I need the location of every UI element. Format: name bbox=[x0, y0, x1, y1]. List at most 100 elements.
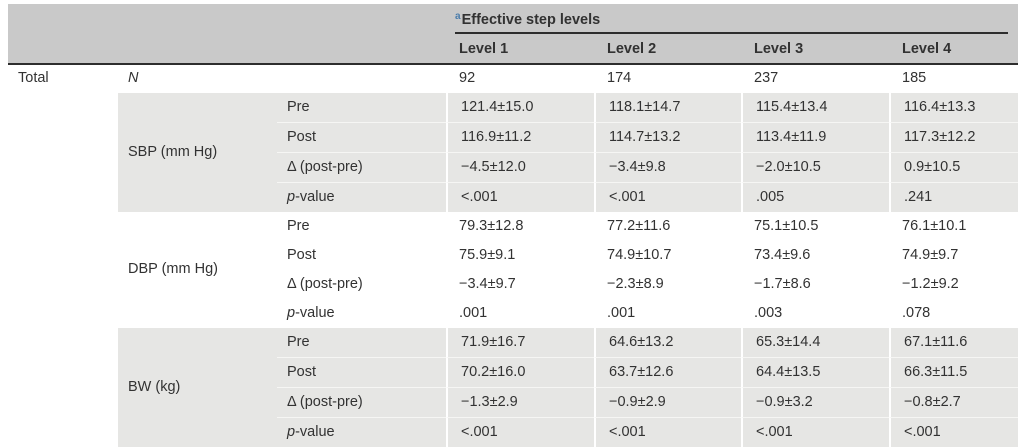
value-cell: −3.4±9.7 bbox=[446, 270, 594, 299]
value-cell: −2.0±10.5 bbox=[741, 152, 889, 182]
column-header-level-2: Level 2 bbox=[594, 34, 741, 65]
measure-label-bw: BW (kg) bbox=[118, 328, 277, 447]
value-cell: .078 bbox=[889, 299, 1019, 328]
value-cell: 75.9±9.1 bbox=[446, 241, 594, 270]
value-cell: .005 bbox=[741, 182, 889, 212]
row-label: Pre bbox=[277, 328, 446, 357]
value-cell: <.001 bbox=[446, 417, 594, 447]
value-cell: 71.9±16.7 bbox=[446, 328, 594, 357]
value-cell: 174 bbox=[594, 65, 741, 93]
value-cell: 66.3±11.5 bbox=[889, 357, 1019, 387]
value-cell: 63.7±12.6 bbox=[594, 357, 741, 387]
column-header-level-1: Level 1 bbox=[446, 34, 594, 65]
table-row-bw-post: Post 70.2±16.0 63.7±12.6 64.4±13.5 66.3±… bbox=[8, 357, 1019, 387]
table-row-dbp-post: Post 75.9±9.1 74.9±10.7 73.4±9.6 74.9±9.… bbox=[8, 241, 1019, 270]
group-cell-empty bbox=[8, 152, 118, 182]
group-cell-empty bbox=[8, 387, 118, 417]
column-header-level-4: Level 4 bbox=[889, 34, 1019, 65]
footnote-marker-a: a bbox=[455, 11, 461, 23]
value-cell: 113.4±11.9 bbox=[741, 122, 889, 152]
group-cell-empty bbox=[8, 212, 118, 241]
row-label: p-value bbox=[277, 417, 446, 447]
group-cell-empty bbox=[8, 241, 118, 270]
value-cell: 67.1±11.6 bbox=[889, 328, 1019, 357]
value-cell: −0.9±3.2 bbox=[741, 387, 889, 417]
value-cell: 114.7±13.2 bbox=[594, 122, 741, 152]
value-cell: −4.5±12.0 bbox=[446, 152, 594, 182]
value-cell: .001 bbox=[594, 299, 741, 328]
value-cell: 74.9±9.7 bbox=[889, 241, 1019, 270]
n-row-sublabel-empty bbox=[277, 65, 446, 93]
header-title-row: aEffective step levels bbox=[8, 4, 1019, 65]
value-cell: 73.4±9.6 bbox=[741, 241, 889, 270]
group-cell-empty bbox=[8, 182, 118, 212]
row-label: Post bbox=[277, 241, 446, 270]
table-row-sbp-delta: Δ (post-pre) −4.5±12.0 −3.4±9.8 −2.0±10.… bbox=[8, 152, 1019, 182]
value-cell: −1.3±2.9 bbox=[446, 387, 594, 417]
table-row-bw-delta: Δ (post-pre) −1.3±2.9 −0.9±2.9 −0.9±3.2 … bbox=[8, 387, 1019, 417]
group-cell-empty bbox=[8, 357, 118, 387]
group-cell-empty bbox=[8, 299, 118, 328]
table-row-sbp-pre: SBP (mm Hg) Pre 121.4±15.0 118.1±14.7 11… bbox=[8, 93, 1019, 212]
value-cell: 115.4±13.4 bbox=[741, 93, 889, 122]
results-table: aEffective step levels Level 1 Level 2 L… bbox=[8, 4, 1019, 447]
row-label: Δ (post-pre) bbox=[277, 152, 446, 182]
group-cell-empty bbox=[8, 270, 118, 299]
value-cell: 70.2±16.0 bbox=[446, 357, 594, 387]
group-cell-empty bbox=[8, 122, 118, 152]
row-label: p-value bbox=[277, 299, 446, 328]
value-cell: 92 bbox=[446, 65, 594, 93]
value-cell: 76.1±10.1 bbox=[889, 212, 1019, 241]
column-header-level-3: Level 3 bbox=[741, 34, 889, 65]
row-label: p-value bbox=[277, 182, 446, 212]
value-cell: 116.9±11.2 bbox=[446, 122, 594, 152]
value-cell: 74.9±10.7 bbox=[594, 241, 741, 270]
row-label: Δ (post-pre) bbox=[277, 387, 446, 417]
value-cell: 64.6±13.2 bbox=[594, 328, 741, 357]
table-row-bw-pvalue: p-value <.001 <.001 <.001 <.001 bbox=[8, 417, 1019, 447]
value-cell: 0.9±10.5 bbox=[889, 152, 1019, 182]
header-level-row: Level 1 Level 2 Level 3 Level 4 bbox=[8, 34, 1019, 65]
value-cell: 79.3±12.8 bbox=[446, 212, 594, 241]
measure-label-dbp: DBP (mm Hg) bbox=[118, 212, 277, 328]
group-cell-empty bbox=[8, 328, 118, 357]
value-cell: −2.3±8.9 bbox=[594, 270, 741, 299]
row-label: Post bbox=[277, 357, 446, 387]
value-cell: <.001 bbox=[741, 417, 889, 447]
value-cell: −3.4±9.8 bbox=[594, 152, 741, 182]
row-label: Post bbox=[277, 122, 446, 152]
value-cell: .001 bbox=[446, 299, 594, 328]
value-cell: −1.2±9.2 bbox=[889, 270, 1019, 299]
value-cell: 116.4±13.3 bbox=[889, 93, 1019, 122]
row-label: Pre bbox=[277, 212, 446, 241]
table-row-dbp-delta: Δ (post-pre) −3.4±9.7 −2.3±8.9 −1.7±8.6 … bbox=[8, 270, 1019, 299]
value-cell: 117.3±12.2 bbox=[889, 122, 1019, 152]
value-cell: 64.4±13.5 bbox=[741, 357, 889, 387]
table-row-dbp-pvalue: p-value .001 .001 .003 .078 bbox=[8, 299, 1019, 328]
group-cell-empty bbox=[8, 417, 118, 447]
header-group-title-cell: aEffective step levels bbox=[446, 4, 1019, 34]
value-cell: <.001 bbox=[594, 182, 741, 212]
header-spacer bbox=[8, 4, 446, 65]
group-label-total: Total bbox=[8, 65, 118, 93]
value-cell: 65.3±14.4 bbox=[741, 328, 889, 357]
value-cell: 185 bbox=[889, 65, 1019, 93]
header-group-title: aEffective step levels bbox=[455, 7, 1009, 34]
value-cell: 237 bbox=[741, 65, 889, 93]
value-cell: 75.1±10.5 bbox=[741, 212, 889, 241]
table-body: Total N 92 174 237 185 SBP (mm Hg) Pre 1… bbox=[8, 65, 1019, 447]
table-row-sbp-pvalue: p-value <.001 <.001 .005 .241 bbox=[8, 182, 1019, 212]
n-row-label: N bbox=[118, 65, 277, 93]
value-cell: .241 bbox=[889, 182, 1019, 212]
value-cell: <.001 bbox=[889, 417, 1019, 447]
group-cell-empty bbox=[8, 93, 118, 122]
value-cell: −1.7±8.6 bbox=[741, 270, 889, 299]
header-group-title-text: Effective step levels bbox=[461, 12, 601, 29]
table-row-sbp-post: Post 116.9±11.2 114.7±13.2 113.4±11.9 11… bbox=[8, 122, 1019, 152]
table-row-dbp-pre: DBP (mm Hg) Pre 79.3±12.8 77.2±11.6 75.1… bbox=[8, 212, 1019, 328]
measure-label-sbp: SBP (mm Hg) bbox=[118, 93, 277, 212]
row-label: Δ (post-pre) bbox=[277, 270, 446, 299]
value-cell: .003 bbox=[741, 299, 889, 328]
value-cell: <.001 bbox=[594, 417, 741, 447]
